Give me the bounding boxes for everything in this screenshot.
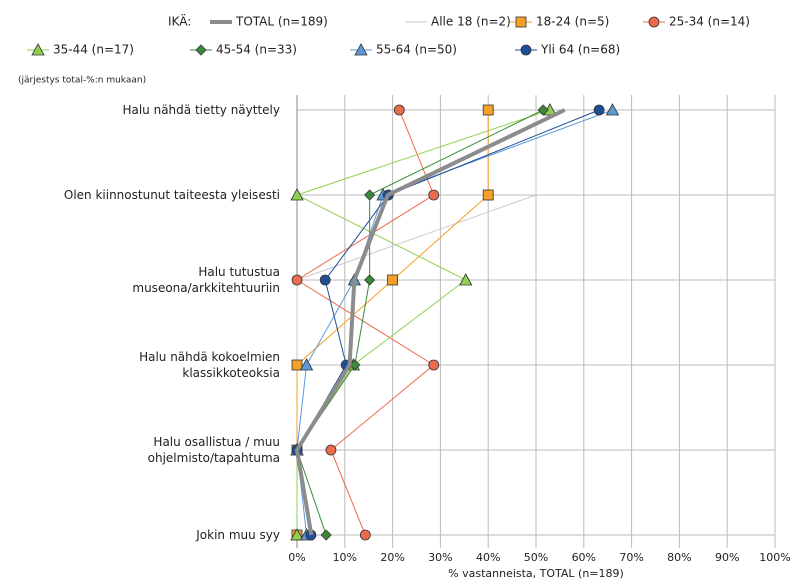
series-line (296, 110, 537, 535)
marker (291, 359, 303, 371)
marker (593, 104, 605, 116)
x-tick-label: 10% (333, 551, 357, 564)
marker (482, 189, 494, 201)
legend-label: 18-24 (n=5) (536, 15, 609, 29)
marker (482, 104, 494, 116)
series-line (295, 109, 551, 535)
x-tick-label: 100% (759, 551, 790, 564)
x-tick-label: 70% (619, 551, 643, 564)
marker (290, 188, 304, 201)
marker (393, 104, 405, 116)
x-tick-label: 60% (572, 551, 596, 564)
series (290, 103, 620, 541)
legend-label: 35-44 (n=17) (53, 43, 134, 57)
legend-label: 55-64 (n=50) (376, 43, 457, 57)
subtitle: (järjestys total-%:n mukaan) (18, 76, 146, 86)
y-tick-label: Jokin muu syy (195, 528, 280, 542)
x-tick-label: 30% (428, 551, 452, 564)
x-tick-label: 0% (288, 551, 305, 564)
marker (428, 189, 440, 201)
marker (537, 104, 549, 116)
y-tick-label: Halu nähdä kokoelmien klassikkoteoksia (139, 350, 280, 380)
series (294, 108, 566, 536)
y-tick-label: Olen kiinnostunut taiteesta yleisesti (64, 188, 280, 202)
series-line (296, 109, 600, 536)
x-tick-label: 50% (524, 551, 548, 564)
series (296, 110, 537, 535)
series (291, 104, 605, 541)
series-line (296, 109, 544, 536)
x-tick-label: 80% (667, 551, 691, 564)
marker (354, 43, 368, 56)
legend-title: IKÄ: (168, 14, 191, 29)
x-tick-label: 20% (380, 551, 404, 564)
marker (291, 274, 303, 286)
x-tick-label: 40% (476, 551, 500, 564)
marker (515, 16, 527, 28)
legend-label: 45-54 (n=33) (216, 43, 297, 57)
y-tick-label: Halu nähdä tietty näyttely (122, 103, 280, 117)
series-line (294, 108, 566, 536)
marker (299, 358, 314, 371)
marker (195, 44, 207, 56)
marker (520, 44, 532, 56)
y-tick-label: Halu tutustua museona/arkkitehtuuriin (132, 265, 280, 295)
y-tick-label: Halu osallistua / muu ohjelmisto/tapahtum… (148, 435, 280, 465)
marker (459, 273, 473, 286)
marker (290, 528, 304, 541)
marker (359, 529, 371, 541)
marker (320, 529, 332, 541)
x-tick-label: 90% (715, 551, 739, 564)
legend-label: 25-34 (n=14) (669, 15, 750, 29)
marker (387, 274, 399, 286)
series-line (296, 109, 435, 536)
series (291, 104, 440, 541)
legend-label: TOTAL (n=189) (235, 15, 328, 29)
marker (428, 359, 440, 371)
legend-label: Alle 18 (n=2) (431, 15, 511, 29)
marker (364, 189, 376, 201)
marker (325, 444, 337, 456)
marker (605, 103, 620, 116)
marker (319, 274, 331, 286)
marker (648, 16, 660, 28)
marker (364, 274, 376, 286)
legend-label: Yli 64 (n=68) (540, 43, 620, 57)
x-axis-label: % vastanneista, TOTAL (n=189) (448, 567, 624, 580)
marker (31, 43, 45, 56)
